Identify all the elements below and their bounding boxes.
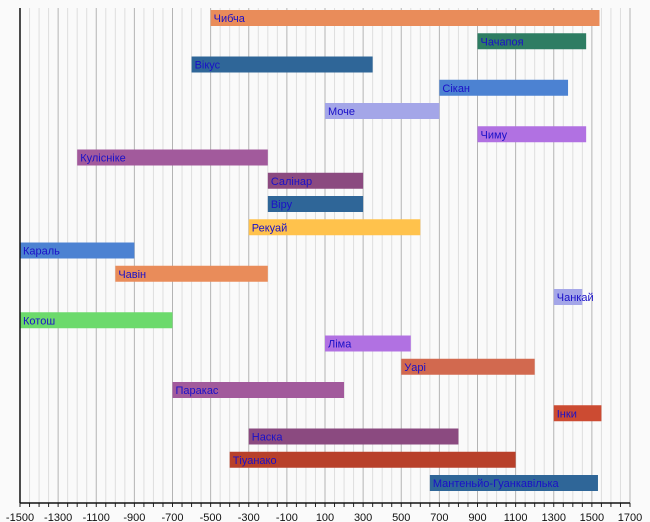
x-tick-label: -700: [161, 512, 183, 522]
bar-label: Чанкай: [557, 292, 594, 304]
bar-label: Чачапоя: [481, 36, 524, 48]
bar-label: Рекуай: [252, 222, 288, 234]
x-tick-label: -1300: [44, 512, 72, 522]
bar-label: Сікан: [442, 83, 470, 95]
bar-21: [429, 475, 598, 491]
x-tick-label: 300: [354, 512, 372, 522]
x-tick-label: -500: [200, 512, 222, 522]
bar-label: Чибча: [214, 13, 246, 25]
bar-6: [477, 126, 587, 143]
bar-8: [267, 172, 364, 189]
x-tick-label: -900: [123, 512, 145, 522]
x-tick-label: 700: [430, 512, 448, 522]
bar-label: Караль: [23, 246, 60, 258]
bar-label: Моче: [328, 106, 355, 118]
bar-3: [191, 56, 373, 73]
bar-label: Котош: [23, 315, 55, 327]
bar-4: [439, 79, 569, 96]
bar-label: Паракас: [176, 385, 219, 397]
x-tick-label: 1500: [580, 512, 604, 522]
bar-label: Чавін: [118, 269, 146, 281]
x-tick-label: 100: [316, 512, 334, 522]
bar-label: Наска: [252, 432, 284, 444]
bar-1: [210, 10, 600, 26]
bars: Чибча Чачапоя Вікус Сікан Моче Чиму Кулісніке С…: [20, 10, 602, 491]
x-tick-label: -100: [276, 512, 298, 522]
bar-label: Віру: [271, 199, 293, 211]
x-tick-label: 900: [468, 512, 486, 522]
bar-label: Ліма: [328, 339, 352, 351]
x-tick-label: -1100: [83, 512, 110, 522]
bar-label: Тіуанако: [233, 455, 277, 467]
bar-label: Чиму: [481, 129, 508, 141]
bar-label: Уарі: [404, 362, 426, 374]
bar-5: [325, 103, 440, 119]
bar-2: [477, 33, 587, 50]
bar-13: [553, 289, 583, 305]
x-axis: -1500 -1300 -1100 -900 -700 -500 -300 -100 100 30…: [6, 8, 642, 522]
bar-label: Салінар: [271, 176, 312, 188]
bar-11: [20, 242, 135, 259]
bar-label: Мантеньйо-Гуанкавілька: [433, 478, 560, 490]
bar-10: [248, 219, 421, 236]
bar-12: [115, 265, 268, 282]
bar-20: [229, 451, 516, 468]
bar-16: [401, 358, 535, 375]
x-tick-label: -300: [238, 512, 260, 522]
x-tick-label: 500: [392, 512, 410, 522]
bar-label: Кулісніке: [80, 153, 126, 165]
bar-9: [267, 196, 364, 212]
x-tick-label: -1500: [6, 512, 34, 522]
bar-label: Вікус: [195, 60, 221, 72]
bar-14: [20, 312, 173, 329]
bar-17: [172, 382, 345, 398]
bar-15: [325, 335, 411, 352]
x-tick-label: 1300: [542, 512, 566, 522]
x-tick-label: 1700: [618, 512, 642, 522]
x-tick-label: 1100: [504, 512, 528, 522]
bar-18: [553, 405, 602, 422]
bar-7: [77, 149, 268, 166]
bar-label: Інки: [557, 408, 577, 420]
bar-19: [248, 428, 459, 445]
